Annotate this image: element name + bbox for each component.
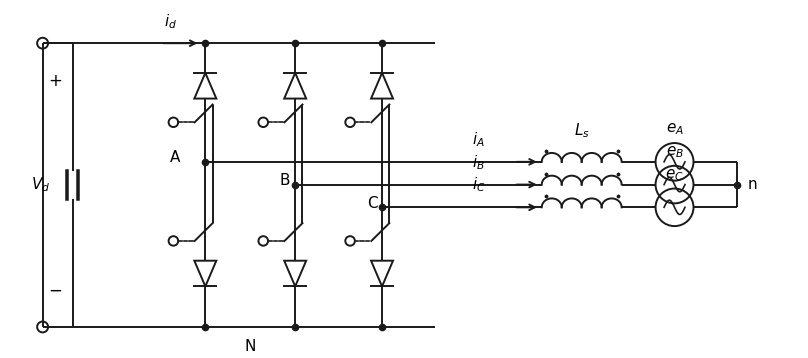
Text: A: A [170, 150, 180, 165]
Text: $L_s$: $L_s$ [574, 121, 590, 140]
Text: $i_B$: $i_B$ [472, 153, 485, 172]
Polygon shape [284, 261, 306, 286]
Text: $-$: $-$ [48, 280, 61, 298]
Text: C: C [367, 196, 377, 211]
Polygon shape [371, 261, 393, 286]
Text: $e_B$: $e_B$ [666, 144, 684, 160]
Polygon shape [195, 73, 217, 98]
Text: N: N [245, 339, 256, 354]
Text: $V_d$: $V_d$ [32, 176, 51, 194]
Polygon shape [371, 73, 393, 98]
Polygon shape [284, 73, 306, 98]
Text: $i_d$: $i_d$ [164, 13, 177, 32]
Text: $i_A$: $i_A$ [472, 130, 485, 149]
Text: n: n [747, 177, 757, 192]
Text: $e_C$: $e_C$ [665, 167, 684, 183]
Text: B: B [280, 173, 290, 188]
Text: $+$: $+$ [48, 72, 61, 90]
Text: $i_C$: $i_C$ [472, 176, 486, 194]
Polygon shape [195, 261, 217, 286]
Text: $e_A$: $e_A$ [666, 121, 684, 137]
